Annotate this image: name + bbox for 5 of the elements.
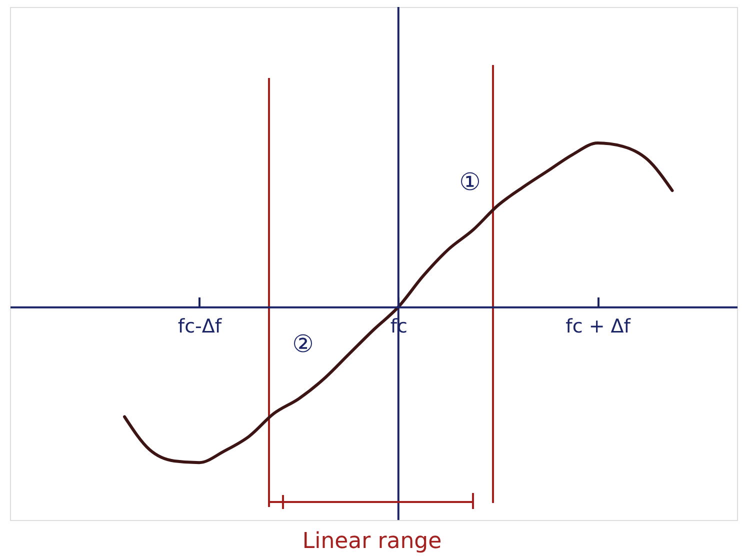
text: Linear range xyxy=(302,529,442,554)
annotation: ② xyxy=(292,330,314,358)
x-tick-label: fc-Δf xyxy=(178,315,223,338)
annotation: ① xyxy=(459,168,481,196)
x-tick-label: fc + Δf xyxy=(566,315,632,338)
